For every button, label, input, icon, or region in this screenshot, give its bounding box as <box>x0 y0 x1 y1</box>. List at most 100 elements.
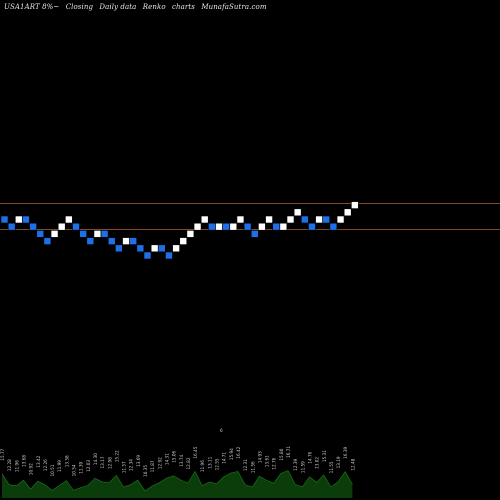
renko-brick-down <box>329 222 338 231</box>
volume-label: 15.31 <box>322 450 327 462</box>
volume-label: 14.30 <box>93 453 98 465</box>
volume-label: 12.82 <box>186 457 191 469</box>
renko-brick-down <box>7 222 16 231</box>
volume-label: 16.42 <box>236 446 241 458</box>
renko-brick-up <box>286 215 295 224</box>
site-label: MunafaSutra.com <box>201 3 267 11</box>
renko-brick-down <box>29 222 37 231</box>
volume-label: 12.76 <box>272 457 277 469</box>
volume-label: 11.96 <box>200 460 205 472</box>
renko-brick-down <box>143 251 152 260</box>
volume-label: 11.87 <box>150 460 155 472</box>
renko-brick-down <box>272 222 281 231</box>
renko-brick-up <box>186 230 195 238</box>
renko-brick-down <box>243 222 252 231</box>
volume-label: 12.92 <box>157 457 162 469</box>
volume-label: 11.39 <box>79 461 84 473</box>
renko-brick-up <box>200 215 209 224</box>
renko-brick-down <box>0 215 9 224</box>
renko-brick-up <box>351 201 359 209</box>
renko-brick-up <box>122 237 130 245</box>
renko-brick-up <box>265 215 273 224</box>
renko-brick-up <box>343 208 352 217</box>
renko-brick-down <box>208 222 216 231</box>
volume-label: 16.45 <box>193 446 198 458</box>
volume-label: 12.55 <box>215 458 220 470</box>
volume-label: 11.57 <box>122 461 127 473</box>
renko-brick-down <box>158 244 166 253</box>
volume-label: 12.34 <box>129 459 134 471</box>
volume-label: 10.92 <box>29 463 34 475</box>
volume-label: 13.02 <box>315 457 320 469</box>
renko-brick-up <box>65 215 73 224</box>
volume-label: 14.31 <box>165 453 170 465</box>
renko-brick-down <box>322 215 331 224</box>
volume-label: 12.98 <box>107 457 112 469</box>
volume-marker: 6 <box>220 428 223 433</box>
volume-label: 10.35 <box>143 465 148 477</box>
renko-brick-up <box>15 215 23 224</box>
renko-brick-down <box>136 244 145 253</box>
chart-header: USA1ART 8%~ Closing Daily data Renko cha… <box>4 3 271 11</box>
interval-label: Daily data <box>99 3 137 11</box>
volume-label: 16.39 <box>343 446 348 458</box>
volume-label: 15.22 <box>114 450 119 462</box>
volume-label: 13.69 <box>136 455 141 467</box>
renko-brick-down <box>100 230 109 238</box>
volume-label: 14.76 <box>307 451 312 463</box>
volume-label: 11.99 <box>57 460 62 472</box>
volume-line <box>1 470 353 492</box>
symbol-label: USA1ART 8%~ <box>4 3 60 11</box>
renko-brick-down <box>72 222 80 231</box>
volume-label: 13.42 <box>36 455 41 467</box>
volume-area <box>2 470 353 498</box>
renko-brick-down <box>165 251 173 260</box>
renko-brick-up <box>229 222 238 231</box>
volume-label: 15.94 <box>229 448 234 460</box>
renko-brick-up <box>236 215 245 224</box>
volume-label: 13.58 <box>64 455 69 467</box>
renko-brick-up <box>172 244 180 253</box>
volume-label: 11.56 <box>250 461 255 473</box>
volume-label: 16.71 <box>286 446 291 458</box>
renko-brick-up <box>193 222 202 231</box>
renko-brick-up <box>93 230 102 238</box>
volume-label: 13.11 <box>207 456 212 468</box>
renko-brick-up <box>57 222 66 231</box>
volume-label: 13.74 <box>179 454 184 466</box>
renko-brick-down <box>222 222 230 231</box>
volume-label: 10.51 <box>50 464 55 476</box>
renko-brick-down <box>308 222 316 231</box>
volume-label: 13.68 <box>22 455 27 467</box>
renko-brick-up <box>215 222 223 231</box>
renko-brick-down <box>79 230 87 238</box>
renko-brick-down <box>43 237 52 245</box>
renko-brick-up <box>258 222 266 231</box>
renko-brick-down <box>36 230 45 238</box>
volume-label: 15.77 <box>0 448 5 460</box>
renko-brick-up <box>336 215 345 224</box>
renko-brick-down <box>86 237 95 245</box>
volume-label: 12.28 <box>7 459 12 471</box>
closing-label: Closing <box>65 3 94 11</box>
volume-label: 10.54 <box>72 464 77 476</box>
renko-brick-up <box>279 222 288 231</box>
renko-brick-up <box>315 215 323 224</box>
renko-brick-down <box>115 244 123 253</box>
charts-label: charts <box>172 3 195 11</box>
chart-kind-label: Renko <box>142 3 166 11</box>
volume-label: 13.19 <box>336 456 341 468</box>
volume-label: 15.06 <box>172 450 177 462</box>
renko-brick-up <box>179 237 188 245</box>
volume-label: 12.26 <box>43 459 48 471</box>
volume-label: 11.55 <box>329 461 334 473</box>
volume-label: 12.31 <box>243 459 248 471</box>
volume-label: 12.39 <box>293 458 298 470</box>
volume-label: 12.03 <box>86 460 91 472</box>
volume-label: 12.48 <box>350 458 355 470</box>
volume-label: 13.17 <box>100 456 105 468</box>
volume-label: 13.61 <box>265 455 270 467</box>
volume-label: 11.96 <box>14 460 19 472</box>
renko-brick-down <box>300 215 309 224</box>
